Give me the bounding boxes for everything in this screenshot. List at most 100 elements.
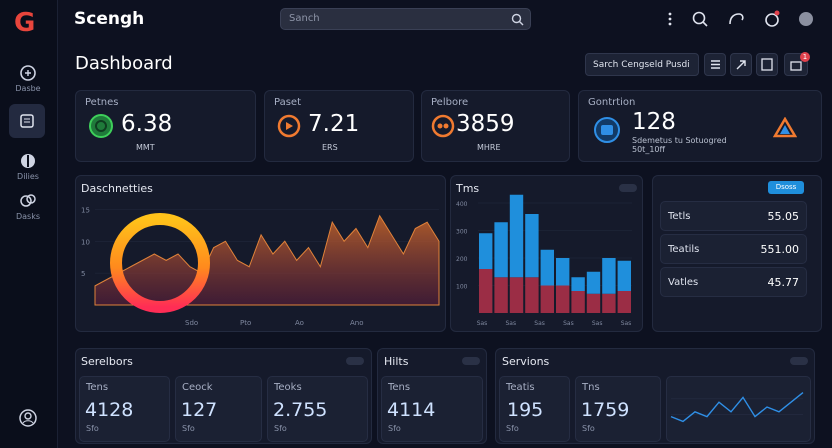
bar-segment — [525, 277, 539, 313]
bar-segment — [602, 293, 616, 313]
row-value: 551.00 — [760, 243, 800, 256]
stat-unit: MHRE — [477, 143, 501, 152]
bar-segment — [586, 293, 601, 313]
icon[interactable] — [19, 192, 37, 210]
metric-card[interactable]: Tens 4114 Sfo — [381, 376, 483, 442]
nav-active[interactable] — [9, 104, 45, 138]
bar-segment — [540, 249, 554, 286]
y-tick-label: 200 — [456, 256, 468, 263]
metric-note: Sfo — [388, 424, 401, 433]
bar-chart: 100 200 300 400 Sas Sas Sas Sas Sas Sas — [456, 194, 632, 327]
side-row[interactable]: Teatils 551.00 — [660, 234, 807, 264]
stat-value: 6.38 — [121, 111, 173, 137]
stat-label: Petnes — [85, 97, 119, 108]
badge: 1 — [800, 52, 810, 62]
bottom-panel: Hilts Tens 4114 Sfo — [377, 348, 487, 444]
bar-segment — [556, 258, 570, 286]
y-tick-label: 15 — [81, 206, 90, 214]
bar-segment — [617, 260, 631, 291]
row-value: 55.05 — [767, 210, 800, 223]
bar-segment — [509, 194, 524, 278]
x-tick-label: Sas — [592, 320, 603, 327]
side-row[interactable]: Tetls 55.05 — [660, 201, 807, 231]
area — [94, 214, 440, 306]
icon-button[interactable] — [730, 53, 752, 76]
y-tick-label: 100 — [456, 284, 468, 291]
bar-segment — [509, 277, 524, 313]
metric-card[interactable]: Tens 4128 Sfo — [79, 376, 170, 442]
bottom-panel: Serelbors Tens 4128 Sfo Ceock 127 Sfo Teoks 2… — [75, 348, 372, 444]
stat-card[interactable]: Paset 7.21 ERS — [264, 90, 414, 162]
metric-note: Sfo — [274, 424, 287, 433]
x-tick-label: Sas — [621, 320, 632, 327]
action-button[interactable]: Sarch Cengseld Pusdi — [585, 53, 699, 76]
metric-card[interactable]: Teoks 2.755 Sfo — [267, 376, 368, 442]
stat-unit: MMT — [136, 143, 155, 152]
menu-pill[interactable] — [790, 357, 808, 365]
icon-button[interactable] — [704, 53, 726, 76]
metric-value: 2.755 — [273, 399, 328, 421]
donut-ring — [110, 213, 210, 313]
nav-label[interactable]: Dasbe — [15, 84, 41, 93]
stat-label: Paset — [274, 97, 301, 108]
panel-button[interactable]: Dsoss — [768, 181, 804, 194]
panel-title: Tms — [456, 182, 480, 195]
panel-title: Servions — [502, 355, 550, 368]
bar-segment — [525, 214, 539, 278]
app-title: Scengh — [74, 9, 145, 29]
sidebar: G Dasbe Dilies Dasks — [0, 0, 58, 448]
bar-segment — [571, 291, 585, 313]
row-label: Tetls — [668, 211, 691, 222]
bar-segment — [571, 277, 585, 291]
bar-segment — [586, 271, 601, 294]
metric-value: 4114 — [387, 399, 436, 421]
row-label: Vatles — [668, 277, 699, 288]
icon[interactable] — [19, 152, 37, 170]
stat-card[interactable]: Gontrtion 128 Sdemetus tu Sotuogred 50t_… — [578, 90, 822, 162]
x-tick-label: Sas — [477, 320, 488, 327]
page-title: Dashboard — [75, 53, 173, 74]
nav-label[interactable]: Dilies — [17, 172, 39, 181]
x-tick-label: Sdo — [185, 319, 198, 327]
stat-label: Gontrtion — [588, 97, 636, 108]
toolbar-icons[interactable] — [660, 8, 830, 30]
x-tick-label: Sas — [534, 320, 545, 327]
metric-label: Tns — [582, 382, 600, 393]
menu-pill[interactable] — [462, 357, 480, 365]
metric-label: Tens — [86, 382, 109, 393]
logo[interactable]: G — [14, 8, 36, 38]
nav-label[interactable]: Dasks — [15, 212, 41, 221]
stat-unit: Sdemetus tu Sotuogred 50t_10ff — [632, 136, 727, 154]
y-tick-label: 300 — [456, 229, 468, 236]
menu-pill[interactable] — [346, 357, 364, 365]
x-tick-label: Sas — [563, 320, 574, 327]
icon-button[interactable] — [756, 53, 778, 76]
stat-card[interactable]: Petnes 6.38 MMT — [75, 90, 256, 162]
metric-value: 127 — [181, 399, 218, 421]
stat-label: Pelbore — [431, 97, 469, 108]
bar-segment — [602, 258, 616, 294]
side-row[interactable]: Vatles 45.77 — [660, 267, 807, 297]
metric-card[interactable]: Tns 1759 Sfo — [575, 376, 661, 442]
icon-button[interactable]: 1 — [784, 52, 810, 76]
metric-label: Teatis — [506, 382, 535, 393]
icon[interactable] — [19, 64, 37, 82]
metric-card[interactable]: Ceock 127 Sfo — [175, 376, 262, 442]
bar-segment — [479, 269, 493, 313]
metric-card[interactable]: Teatis 195 Sfo — [499, 376, 570, 442]
metric-label: Teoks — [274, 382, 302, 393]
menu-pill[interactable] — [619, 184, 637, 192]
stat-card[interactable]: Pelbore 3859 MHRE — [421, 90, 570, 162]
side-panel: Dsoss Tetls 55.05 Teatils 551.00 Vatles 45.… — [652, 175, 822, 332]
metric-label: Ceock — [182, 382, 213, 393]
icon[interactable] — [18, 408, 38, 428]
line-chart — [670, 392, 804, 423]
x-tick-label: Ano — [350, 319, 364, 327]
row-value: 45.77 — [767, 276, 800, 289]
line-card — [666, 376, 811, 442]
metric-note: Sfo — [582, 424, 595, 433]
search-box[interactable]: Sanch — [280, 8, 531, 30]
y-tick-label: 400 — [456, 201, 468, 208]
panel-title: Daschnetties — [81, 182, 153, 195]
